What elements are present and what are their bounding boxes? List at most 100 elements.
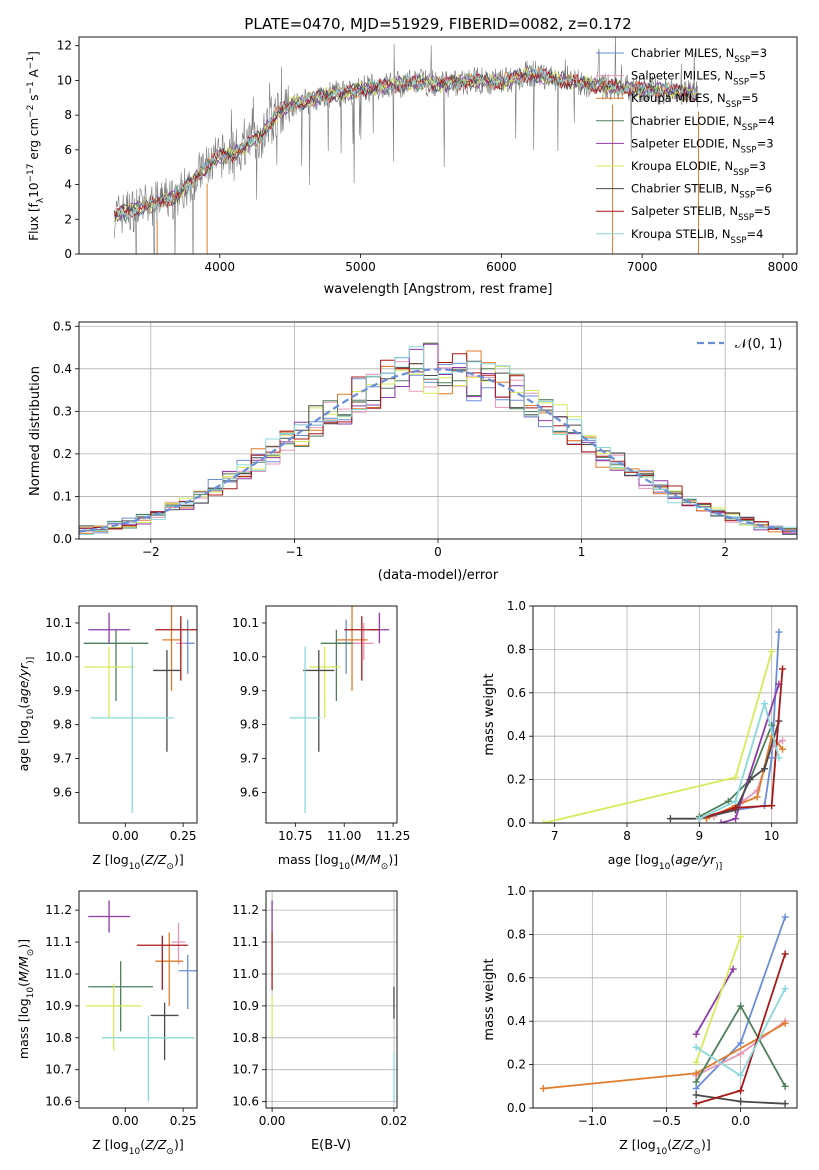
y-axis-label-part: erg cm (27, 118, 41, 164)
y-tick-label: 11.1 (45, 935, 72, 949)
axis-label-group: age [log10(age/yr)] (608, 852, 723, 872)
weight-point-marker (692, 1069, 700, 1077)
x-axis-label-part: ⊙ (381, 862, 389, 872)
y-tick-label: 11.2 (45, 903, 72, 917)
panel-weight-vs-age: 7 8 9 10 0.0 0.2 0.4 0.6 0.8 1.0 mass weight age [l… (482, 599, 798, 872)
y-tick-label: 0.0 (507, 1101, 526, 1115)
y-axis-label-part: ( (16, 704, 31, 709)
error-bar-marker (83, 646, 135, 718)
y-tick-label: 0.6 (507, 686, 526, 700)
y-axis-label-part: 10 (26, 987, 36, 999)
x-axis-label: Z [log10(Z/Z⊙)] (92, 852, 183, 872)
legend-entry-suffix: =5 (754, 204, 771, 218)
y-axis-label-part: −1 (26, 81, 36, 94)
error-bar-marker (102, 1015, 195, 1102)
x-tick-label: 1 (578, 545, 586, 559)
x-axis-label-part: ( (350, 852, 355, 867)
axes-frame (265, 890, 398, 1109)
y-tick-label: 0.2 (507, 1058, 526, 1072)
weight-point-marker (781, 913, 789, 921)
y-axis-label-part: 10 (27, 183, 41, 198)
residual-histogram-step (79, 360, 797, 532)
y-axis-label-part: age/yr (16, 663, 31, 704)
plot-area (85, 900, 197, 1102)
y-tick-label: 0.1 (53, 489, 72, 503)
x-axis-label-part: age/yr (675, 852, 716, 867)
error-bar-marker (320, 629, 353, 701)
weight-series-line (695, 936, 742, 1063)
x-axis-label-part: Z/Z (144, 1137, 167, 1152)
y-axis-label: age [log10(age/yr)] (16, 657, 36, 772)
error-bar-marker (336, 606, 368, 691)
y-axis-label: mass weight (482, 958, 497, 1040)
y-tick-label: 0.0 (53, 532, 72, 546)
weight-point-marker (666, 815, 674, 823)
y-axis-label-part: A (27, 68, 41, 81)
legend-entry-suffix: =3 (749, 159, 766, 173)
error-bar-marker (369, 612, 390, 644)
x-tick-label: −1 (286, 545, 304, 559)
weight-point-marker (695, 815, 703, 823)
y-axis-label-part: M/M (16, 956, 31, 982)
model-spectrum-line (113, 68, 698, 219)
weight-series-line (699, 668, 784, 820)
legend-entry-sub: SSP (726, 100, 742, 110)
legend-entry: Salpeter STELIB, NSSP=5 (631, 204, 771, 223)
weight-point-marker (737, 1087, 745, 1095)
weight-point-marker (737, 933, 745, 941)
weight-point-marker (775, 754, 783, 762)
x-axis-label-part: ( (670, 852, 675, 867)
y-tick-label: 0.3 (53, 404, 72, 418)
legend-entry-sub: SSP (733, 168, 749, 178)
x-tick-label: 6000 (486, 260, 517, 274)
panel-mass-vs-Z: 0.00 0.25 10.6 10.7 10.8 10.9 11.0 11.1 11.2 Z [l… (16, 890, 198, 1157)
axes-frame (265, 605, 398, 824)
weight-series-line (695, 968, 734, 1035)
y-tick-label: 1.0 (507, 599, 526, 613)
weight-point-marker (717, 819, 725, 823)
y-tick-label: 6 (64, 143, 72, 157)
legend-entry-prefix: Chabrier STELIB, N (631, 182, 739, 196)
x-axis-label-part: )] (388, 852, 398, 867)
legend-entry-suffix: =6 (755, 182, 772, 196)
weight-point-marker (781, 1019, 789, 1027)
y-tick-label: 0.2 (507, 773, 526, 787)
legend-entry: Kroupa MILES, NSSP=5 (631, 91, 758, 110)
error-bar-marker (344, 616, 380, 681)
axis-label-group: age [log10(age/yr)] (16, 657, 36, 772)
x-tick-label: 0.00 (112, 1114, 139, 1128)
y-tick-label: 11.1 (232, 935, 259, 949)
x-axis-label: E(B-V) (311, 1138, 351, 1153)
legend-entry-prefix: Chabrier ELODIE, N (631, 114, 742, 128)
y-axis-label-part: −2 (26, 105, 36, 118)
x-axis-label: mass [log10(M/M⊙)] (278, 852, 398, 872)
y-tick-label: 9.8 (240, 718, 259, 732)
x-axis-label-part: Z [log (619, 1137, 655, 1152)
legend-entry: Kroupa STELIB, NSSP=4 (631, 227, 763, 246)
x-tick-label: −0.5 (652, 1114, 681, 1128)
panel-age-vs-Z: 0.00 0.259.69.79.89.910.010.1Z [log10(Z/Z… (16, 605, 198, 872)
weight-point-marker (779, 737, 787, 745)
y-tick-label: 8 (64, 108, 72, 122)
x-tick-label: 9 (696, 829, 704, 843)
x-axis-label-part: ⊙ (166, 862, 174, 872)
x-axis-label-part: 10 (659, 862, 671, 872)
observed-spectrum-line (113, 37, 699, 254)
y-tick-label: 10.8 (45, 1031, 72, 1045)
y-tick-label: 9.9 (240, 684, 259, 698)
y-tick-label: 0.6 (507, 971, 526, 985)
error-bar-marker (88, 612, 130, 644)
weight-point-marker (781, 1082, 789, 1090)
axes-frame (532, 605, 798, 824)
x-axis-label-part: ⊙ (166, 1147, 174, 1157)
x-axis-label-part: Z [log (92, 1137, 128, 1152)
error-bar-marker (90, 646, 174, 813)
error-bar-marker (309, 646, 341, 718)
weight-point-marker (775, 628, 783, 636)
panel-mass-vs-EBV: 0.00 0.02 10.6 10.7 10.8 10.9 11.0 11.1 11.2 E(B-… (232, 890, 407, 1153)
y-tick-label: 9.8 (53, 718, 72, 732)
legend-entry: 𝒩(0, 1) (735, 337, 782, 352)
x-axis-label-part: Z/Z (671, 1137, 694, 1152)
y-axis-label-part: age [log (16, 720, 31, 771)
weight-point-marker (692, 1030, 700, 1038)
